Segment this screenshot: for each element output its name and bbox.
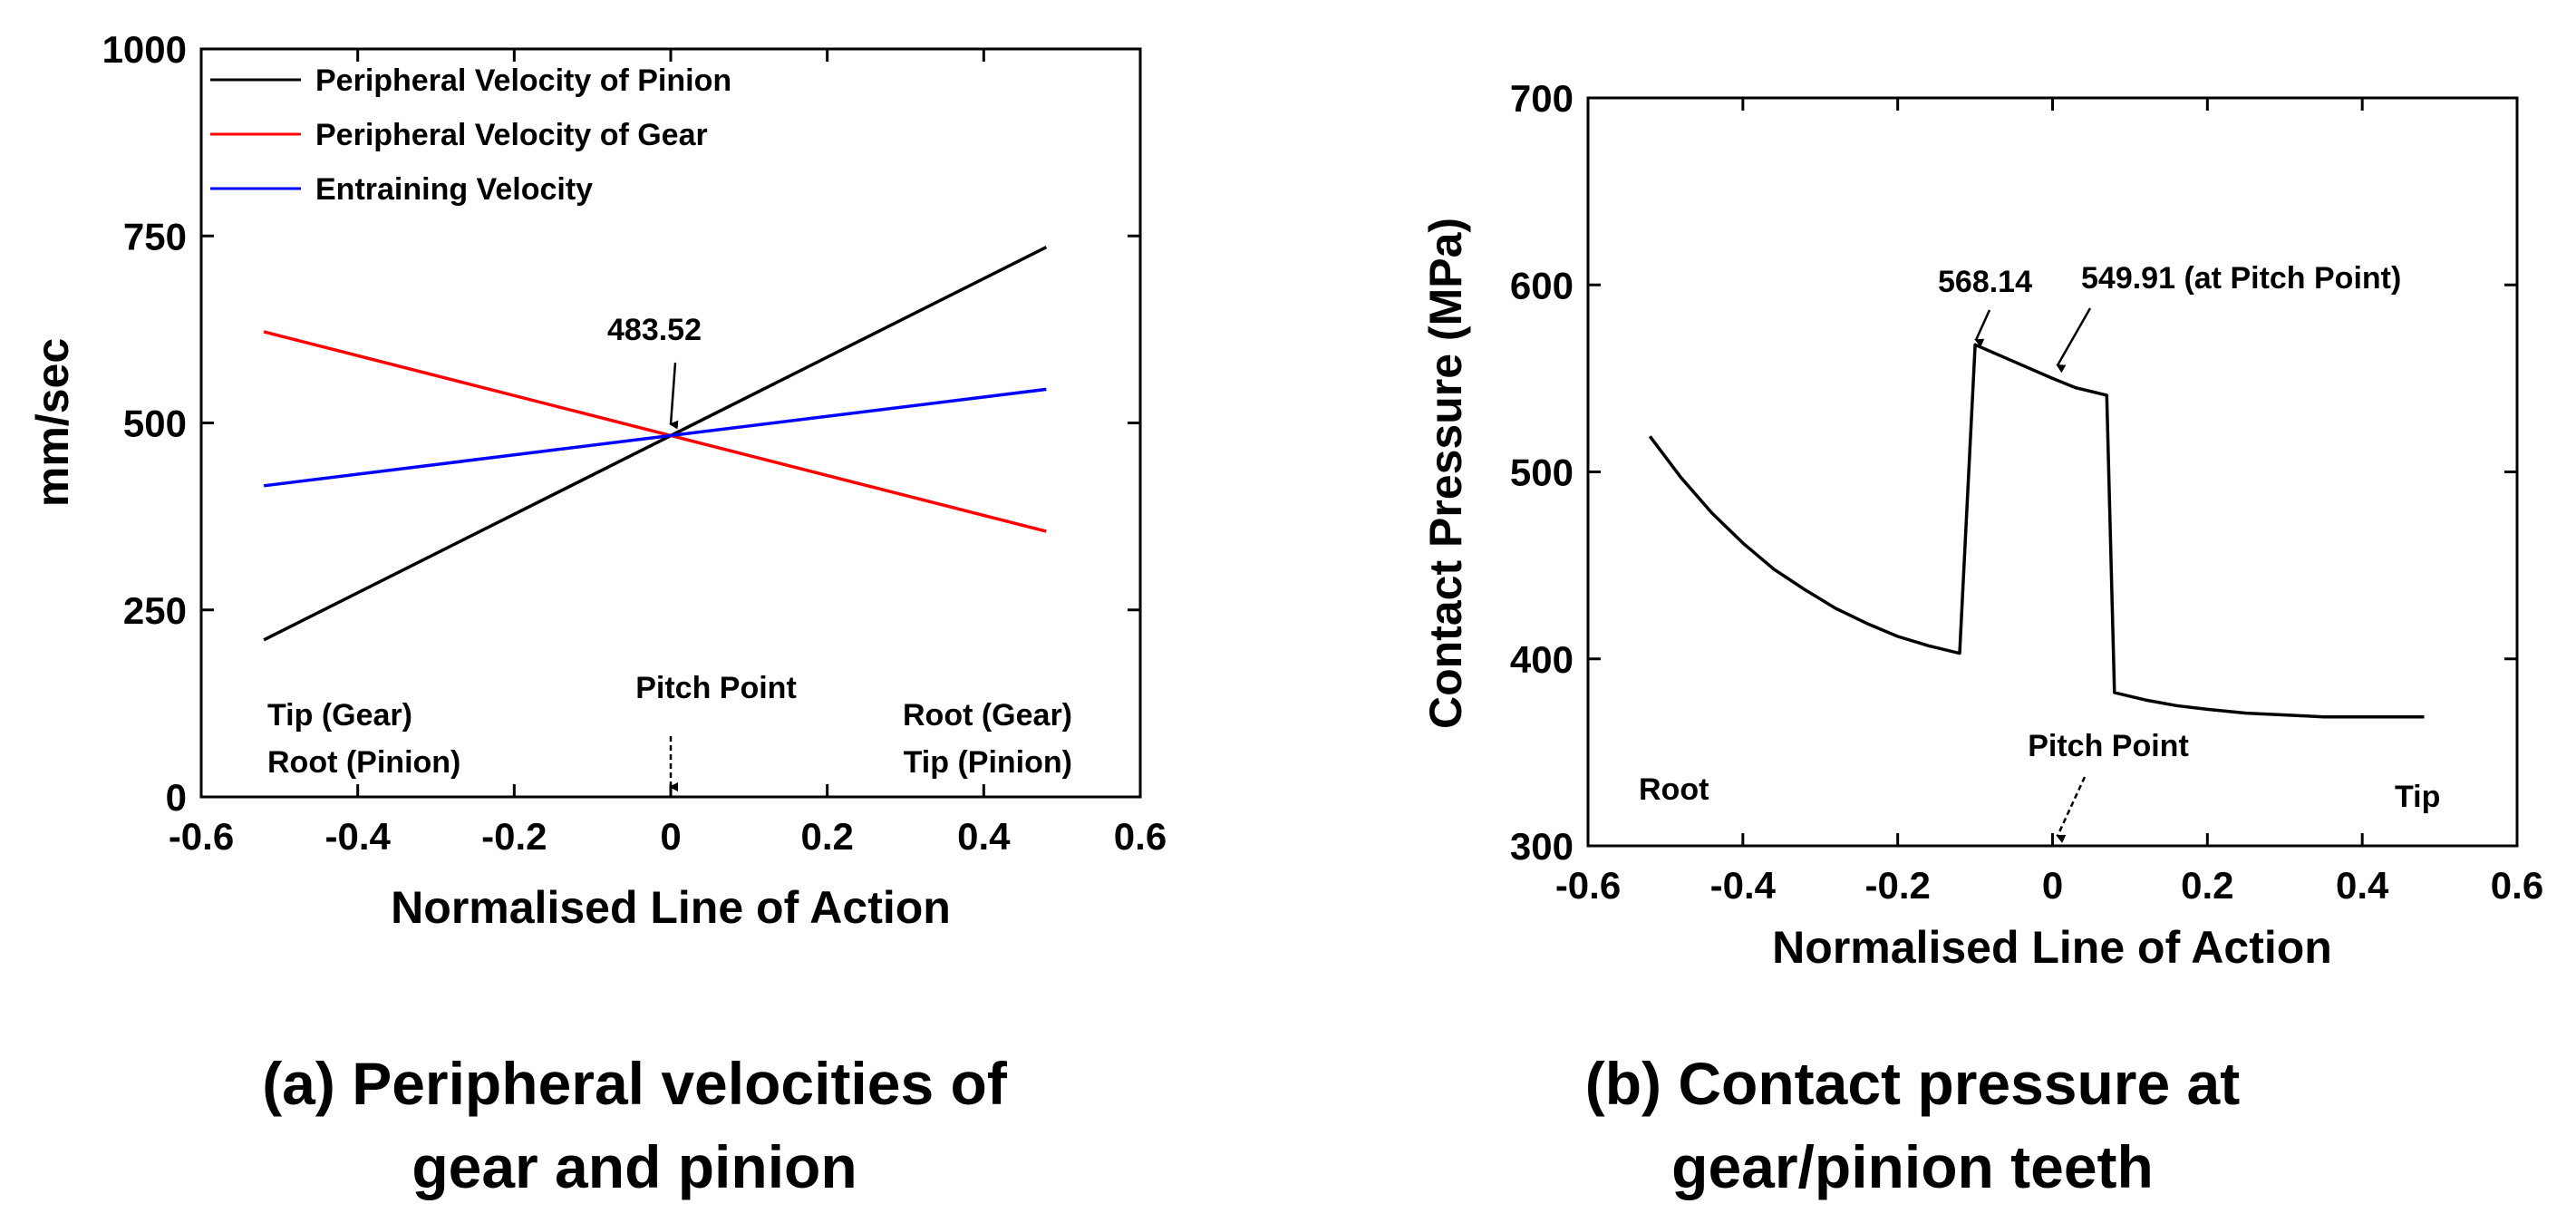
chart-b-xtick-label: -0.4 <box>1710 864 1777 907</box>
chart-a-xlabel: Normalised Line of Action <box>391 882 951 933</box>
chart-b-ytick-label: 500 <box>1510 451 1574 494</box>
chart-b-xtick-label: 0.2 <box>2181 864 2233 907</box>
legend-label-gear: Peripheral Velocity of Gear <box>315 118 708 152</box>
chart-a-xtick-label: 0.2 <box>800 815 853 858</box>
chart-a-ytick-label: 250 <box>123 589 187 632</box>
chart-b-plot-frame <box>1586 96 2519 848</box>
legend-label-pinion: Peripheral Velocity of Pinion <box>315 63 731 98</box>
chart-a-plot-frame <box>199 47 1142 799</box>
annotation-right-line1: Root (Gear) <box>903 698 1072 733</box>
chart-a-xtick-label: -0.2 <box>481 815 547 858</box>
chart-a-caption-line1: (a) Peripheral velocities of <box>262 1050 1008 1117</box>
annotation-left-line2: Root (Pinion) <box>267 745 460 780</box>
chart-b-caption-line2: gear/pinion teeth <box>1671 1133 2154 1200</box>
chart-b-series <box>1648 343 2425 719</box>
chart-a-xtick-label: 0.4 <box>957 815 1011 858</box>
annotation-pitch-point-a: Pitch Point <box>635 671 797 705</box>
annotation-pitch-point-b: Pitch Point <box>2028 729 2189 763</box>
chart-a-xtick-label: 0 <box>660 815 681 858</box>
annotation-peak-arrow <box>1974 309 1991 347</box>
annotation-right-line2: Tip (Pinion) <box>904 745 1072 780</box>
legend-label-entraining: Entraining Velocity <box>315 172 593 207</box>
chart-a: -0.6 -0.4 -0.2 0 0.2 0.4 0.6 0 250 500 750 1000 Per… <box>27 28 1167 1200</box>
annotation-peak-value: 568.14 <box>1938 265 2032 299</box>
annotation-intersection-arrow <box>669 362 679 430</box>
chart-b-xtick-label: 0.6 <box>2491 864 2543 907</box>
chart-b-xtick-label: 0.4 <box>2336 864 2389 907</box>
chart-b-ytick-label: 600 <box>1510 264 1574 306</box>
chart-a-ytick-label: 500 <box>123 403 187 445</box>
chart-b-ytick-label: 300 <box>1510 825 1574 868</box>
annotation-pitch-value-arrow <box>2056 307 2092 374</box>
chart-b-xlabel: Normalised Line of Action <box>1772 922 2332 973</box>
chart-b-ylabel: Contact Pressure (MPa) <box>1420 218 1471 729</box>
chart-a-xtick-label: 0.6 <box>1114 815 1167 858</box>
chart-a-caption-line2: gear and pinion <box>412 1133 857 1200</box>
chart-b-ytick-label: 400 <box>1510 638 1574 681</box>
chart-a-ticks: -0.6 -0.4 -0.2 0 0.2 0.4 0.6 0 250 500 750 1000 <box>102 28 1167 858</box>
annotation-root: Root <box>1639 772 1709 807</box>
chart-a-ytick-label: 0 <box>166 776 187 819</box>
chart-a-ylabel: mm/sec <box>27 338 78 507</box>
annotation-tip: Tip <box>2395 780 2440 814</box>
chart-b-ytick-label: 700 <box>1510 77 1574 120</box>
chart-b-xtick-label: 0 <box>2042 864 2063 907</box>
annotation-intersection-value: 483.52 <box>607 313 702 347</box>
chart-a-series-line-0 <box>263 246 1048 642</box>
chart-a-ytick-label: 750 <box>123 215 187 257</box>
chart-b-ticks: -0.6 -0.4 -0.2 0 0.2 0.4 0.6 300 400 500 600 700 <box>1510 77 2543 907</box>
chart-b-xtick-label: -0.6 <box>1555 864 1621 907</box>
chart-b-series-line-0 <box>1648 343 2425 719</box>
chart-b-xtick-label: -0.2 <box>1864 864 1930 907</box>
annotation-pitch-value: 549.91 (at Pitch Point) <box>2081 261 2401 296</box>
chart-a-legend: Peripheral Velocity of Pinion Peripheral… <box>210 63 731 207</box>
chart-a-xtick-label: -0.6 <box>169 815 234 858</box>
chart-b-caption-line1: (b) Contact pressure at <box>1585 1050 2240 1117</box>
chart-a-series-line-1 <box>263 330 1047 533</box>
chart-a-xtick-label: -0.4 <box>324 815 391 858</box>
chart-b: -0.6 -0.4 -0.2 0 0.2 0.4 0.6 300 400 500 600 700 56… <box>1420 77 2543 1200</box>
annotation-pitch-arrow-b <box>2056 776 2087 843</box>
chart-a-ytick-label: 1000 <box>102 28 187 71</box>
chart-a-series-line-2 <box>263 387 1047 488</box>
annotation-left-line1: Tip (Gear) <box>267 698 412 733</box>
chart-a-series <box>263 246 1048 642</box>
